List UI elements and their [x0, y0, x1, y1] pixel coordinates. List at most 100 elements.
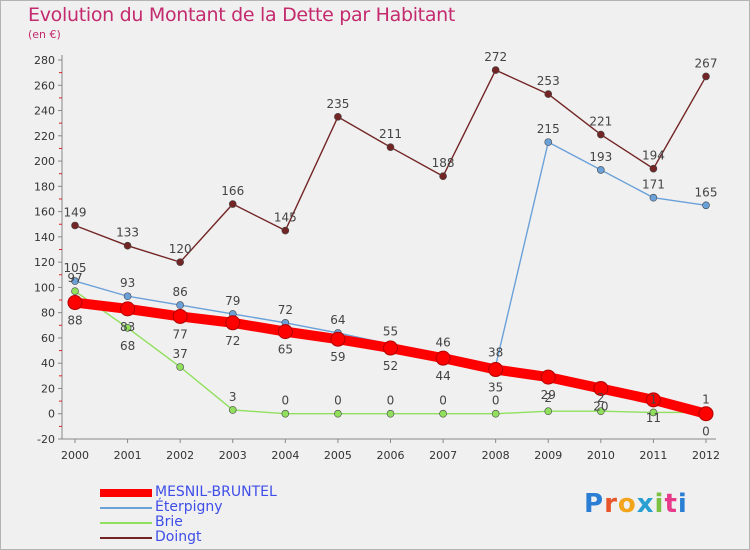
data-label: 1 — [702, 392, 710, 406]
y-tick-label: 80 — [41, 307, 55, 320]
data-label: 145 — [274, 211, 297, 225]
data-point — [228, 200, 237, 208]
data-label: 72 — [278, 303, 293, 317]
data-label: 55 — [383, 324, 398, 338]
data-label: 193 — [589, 150, 612, 164]
data-point — [649, 164, 658, 173]
proxiti-logo: Proxiti — [584, 489, 688, 519]
data-point — [71, 221, 79, 230]
legend-item-brie: Brie — [100, 515, 277, 530]
x-tick-label: 2000 — [61, 449, 89, 462]
y-tick-label: 120 — [34, 256, 55, 269]
data-point — [645, 392, 661, 408]
legend: MESNIL-BRUNTEL Éterpigny Brie Doingt — [100, 485, 277, 545]
data-point — [439, 172, 447, 181]
y-tick-label: 40 — [41, 357, 55, 370]
data-point — [491, 409, 500, 418]
data-point — [176, 258, 184, 266]
logo-letter: i — [677, 489, 688, 519]
legend-swatch-brie — [100, 521, 152, 524]
data-label: 272 — [484, 50, 507, 64]
data-point — [544, 407, 553, 416]
y-tick-label: 100 — [34, 281, 55, 294]
data-point — [281, 409, 290, 418]
data-point — [649, 193, 658, 202]
data-label: 68 — [120, 339, 135, 353]
data-label: 20 — [593, 399, 608, 413]
data-label: 105 — [64, 261, 87, 275]
data-point — [540, 369, 556, 385]
data-label: 35 — [488, 381, 503, 395]
data-label: 235 — [326, 97, 349, 111]
data-label: 165 — [695, 185, 718, 199]
data-label: 2 — [544, 391, 552, 405]
y-tick-label: -20 — [37, 433, 55, 446]
data-point — [698, 406, 714, 422]
data-point — [383, 340, 398, 356]
data-label: 0 — [492, 394, 500, 408]
data-label: 171 — [642, 178, 665, 192]
chart-subtitle: (en €) — [28, 28, 61, 41]
data-point — [702, 72, 710, 81]
x-tick-label: 2008 — [482, 449, 510, 462]
logo-letter: r — [604, 489, 618, 519]
data-label: 0 — [387, 394, 395, 408]
x-tick-label: 2012 — [692, 449, 720, 462]
data-label: 2 — [597, 391, 605, 405]
x-tick-label: 2003 — [219, 449, 247, 462]
data-point — [330, 331, 346, 347]
data-label: 133 — [116, 226, 139, 240]
y-tick-label: 220 — [34, 130, 55, 143]
x-tick-label: 2009 — [534, 449, 562, 462]
data-point — [71, 287, 79, 295]
data-label: 0 — [282, 394, 290, 408]
chart-title: Evolution du Montant de la Dette par Hab… — [28, 4, 456, 26]
x-tick-label: 2002 — [166, 449, 194, 462]
data-label: 59 — [330, 350, 345, 364]
data-label: 29 — [541, 388, 556, 402]
legend-label-eterpigny: Éterpigny — [155, 499, 223, 515]
data-label: 221 — [589, 115, 612, 129]
y-tick-label: 200 — [34, 155, 55, 168]
y-tick-label: 20 — [41, 382, 55, 395]
data-point — [123, 292, 132, 301]
data-label: 188 — [432, 156, 455, 170]
data-point — [386, 143, 395, 151]
data-point — [225, 315, 241, 331]
y-tick-label: 240 — [34, 105, 55, 118]
legend-label-doingt: Doingt — [155, 529, 202, 545]
legend-item-doingt: Doingt — [100, 530, 277, 545]
x-tick-label: 2004 — [271, 449, 299, 462]
data-label: 97 — [67, 271, 82, 285]
data-point — [488, 362, 504, 378]
data-label: 93 — [120, 276, 135, 290]
data-label: 64 — [330, 313, 345, 327]
series-line — [74, 69, 707, 263]
data-point — [597, 166, 605, 174]
data-label: 37 — [173, 347, 188, 361]
data-label: 253 — [537, 74, 560, 88]
data-label: 52 — [383, 359, 398, 373]
data-point — [702, 201, 710, 210]
data-point — [228, 406, 237, 414]
data-point — [386, 409, 395, 418]
x-tick-label: 2007 — [429, 449, 457, 462]
legend-swatch-doingt — [100, 536, 152, 539]
legend-label-mesnil: MESNIL-BRUNTEL — [155, 484, 277, 500]
data-label: 166 — [221, 184, 244, 198]
data-label: 46 — [435, 336, 450, 350]
x-tick-label: 2010 — [587, 449, 615, 462]
data-point — [71, 277, 79, 285]
data-label: 44 — [435, 369, 450, 383]
data-point — [435, 350, 451, 366]
data-point — [491, 66, 500, 74]
logo-letter: t — [664, 489, 678, 519]
x-tick-label: 2011 — [639, 449, 667, 462]
data-point — [544, 90, 553, 98]
data-point — [123, 241, 132, 250]
data-point — [593, 380, 609, 396]
data-point — [172, 308, 188, 324]
legend-item-mesnil: MESNIL-BRUNTEL — [100, 485, 277, 500]
data-label: 0 — [702, 425, 710, 439]
